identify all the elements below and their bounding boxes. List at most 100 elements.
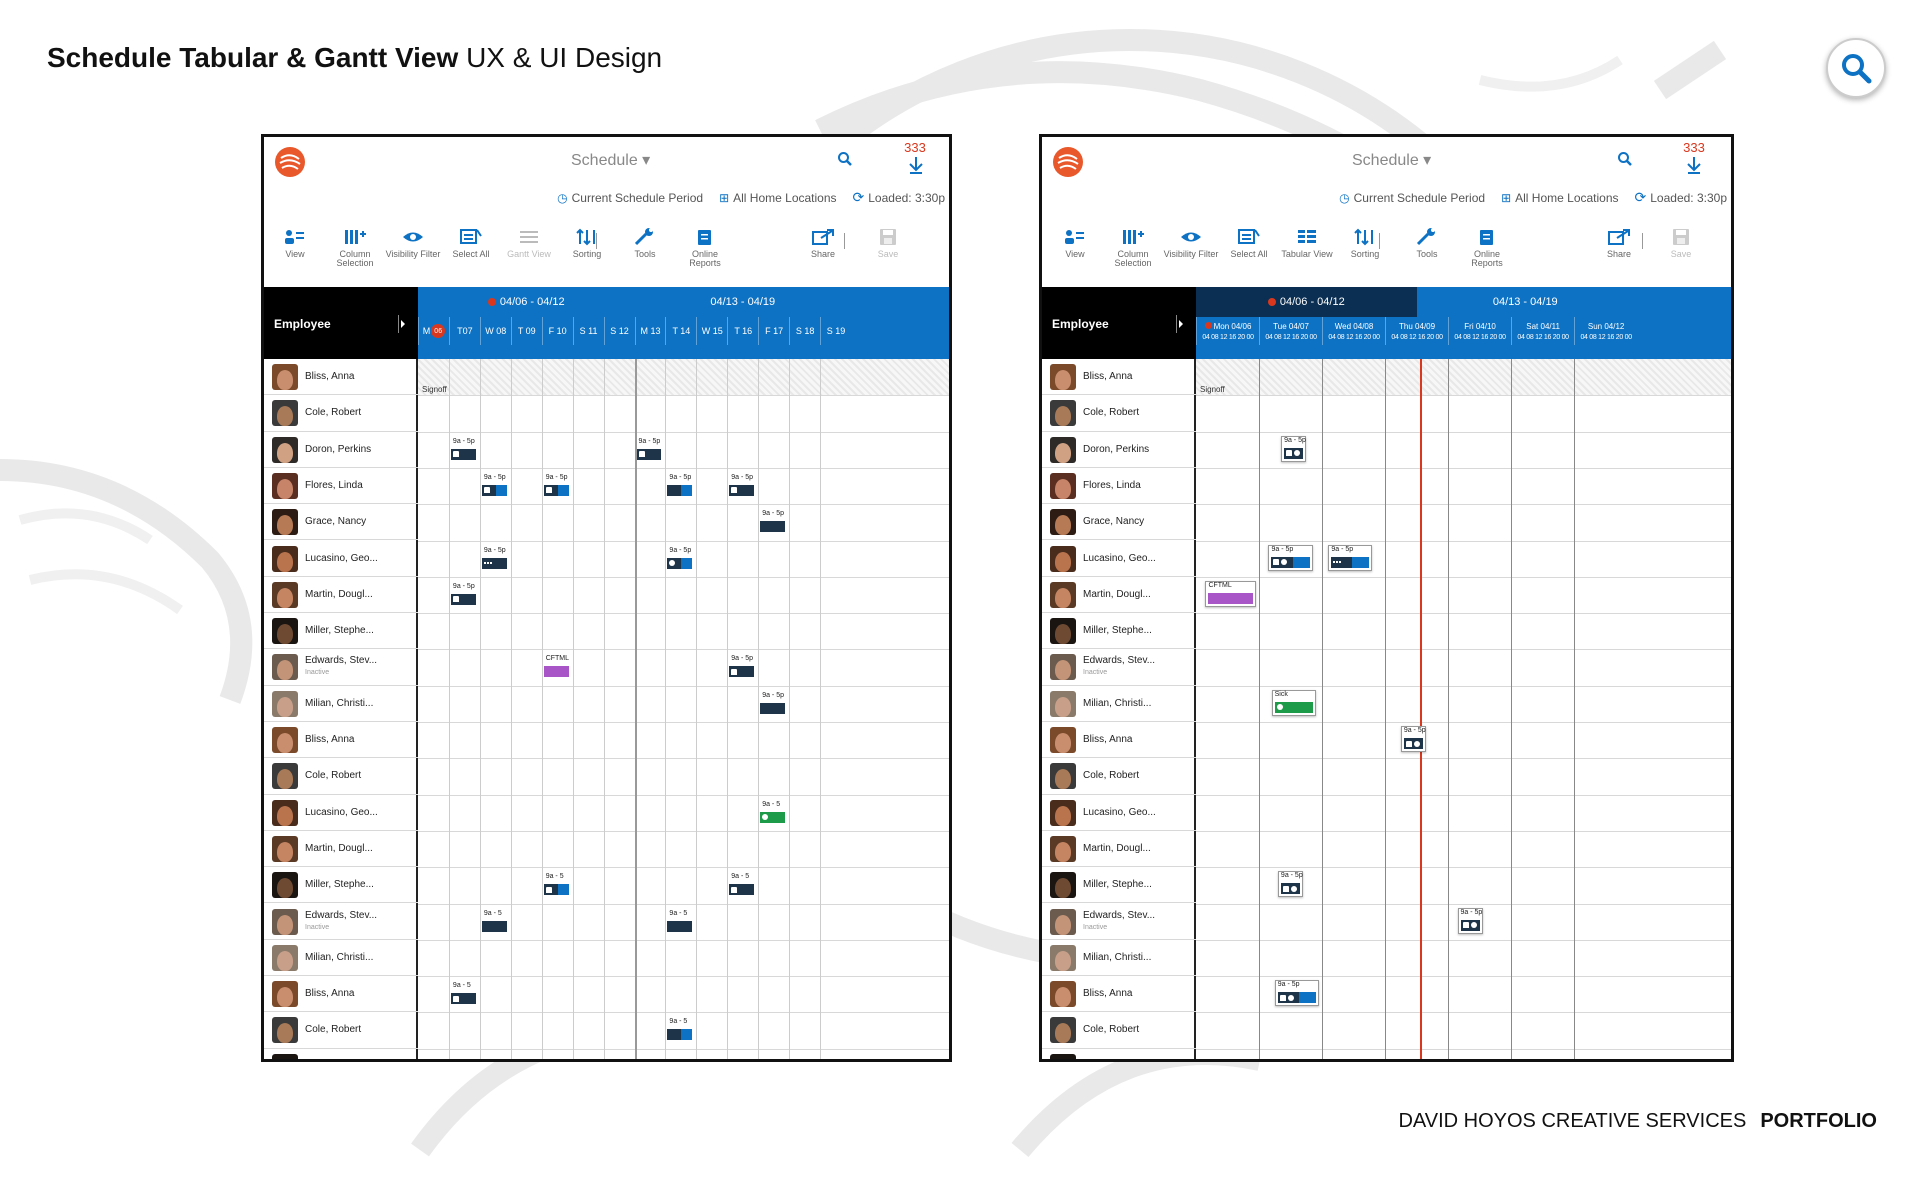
app-title[interactable]: Schedule ▾ (1352, 150, 1431, 170)
shift-block[interactable]: 9a - 5p (729, 655, 755, 678)
day-header[interactable]: W 15 (696, 317, 727, 345)
toolbar-share-button[interactable]: Share (1590, 228, 1648, 259)
shift-block[interactable]: 9a - 5p (543, 474, 569, 496)
day-header[interactable]: Fri 04/10 04 08 12 16 20 00 (1448, 317, 1511, 345)
employee-row[interactable]: Doron, Perkins (264, 432, 418, 468)
employee-row[interactable]: Flores, Linda (264, 468, 418, 505)
expand-column-icon[interactable] (1176, 315, 1183, 333)
day-header[interactable]: S 19 (820, 317, 851, 345)
location-filter[interactable]: ⊞ All Home Locations (1501, 191, 1618, 205)
shift-block[interactable]: Sick (1271, 689, 1316, 716)
period-filter[interactable]: ◷ Current Schedule Period (1339, 191, 1485, 205)
shift-block[interactable]: CFTML (1205, 580, 1256, 607)
employee-row[interactable]: Miller, Stephe... (1042, 613, 1196, 650)
employee-row[interactable]: Bliss, Anna (264, 976, 418, 1013)
employee-row[interactable]: Miller, Stephe... (1042, 867, 1196, 904)
day-header[interactable]: T 09 (510, 317, 542, 345)
day-header[interactable]: Thu 04/09 04 08 12 16 20 00 (1385, 317, 1448, 345)
employee-row[interactable]: Cole, Robert (1042, 758, 1196, 795)
employee-row[interactable]: Bliss, Anna (264, 359, 418, 396)
download-icon[interactable] (907, 155, 925, 175)
day-header[interactable]: Wed 04/08 04 08 12 16 20 00 (1322, 317, 1385, 345)
employee-row[interactable]: Doron, Perkins (1042, 432, 1196, 468)
toolbar-share-button[interactable]: Share (794, 228, 852, 259)
employee-row[interactable]: Milian, Christi... (1042, 686, 1196, 722)
download-icon[interactable] (1685, 155, 1703, 175)
employee-row[interactable]: Flores, Linda (1042, 468, 1196, 505)
toolbar-visibility-filter-button[interactable]: Visibility Filter (1162, 228, 1220, 259)
shift-block[interactable]: 9a - 5p (636, 438, 662, 460)
employee-row[interactable]: Miller, Steph... (264, 1049, 418, 1059)
employee-row[interactable]: Bliss, Anna (1042, 976, 1196, 1013)
day-header[interactable]: F 10 (541, 317, 573, 345)
app-title[interactable]: Schedule ▾ (571, 150, 650, 170)
shift-block[interactable]: 9a - 5 (729, 873, 755, 896)
employee-row[interactable]: Edwards, Stev... Inactive (264, 649, 418, 686)
employee-row[interactable]: Bliss, Anna (1042, 722, 1196, 759)
refresh-button[interactable]: ⟳ Loaded: 3:30p (853, 189, 945, 206)
employee-row[interactable]: Grace, Nancy (264, 504, 418, 541)
shift-block[interactable]: 9a - 5p (1457, 907, 1483, 934)
period-filter[interactable]: ◷ Current Schedule Period (557, 191, 703, 205)
shift-block[interactable]: 9a - 5p (1277, 871, 1304, 898)
day-header[interactable]: T07 (448, 317, 480, 345)
shift-block[interactable]: 9a - 5p (667, 547, 693, 569)
employee-column-header[interactable]: Employee (264, 287, 418, 359)
toolbar-select-all-button[interactable]: Select All (442, 228, 500, 259)
day-header[interactable]: Mon 04/06 04 08 12 16 20 00 (1196, 317, 1259, 345)
employee-row[interactable]: Edwards, Stev... Inactive (1042, 904, 1196, 940)
toolbar-online-reports-button[interactable]: Online Reports (676, 228, 734, 268)
shift-block[interactable]: 9a - 5p (481, 547, 507, 569)
shift-block[interactable]: 9a - 5 (543, 873, 569, 896)
day-header[interactable]: W 08 (479, 317, 511, 345)
shift-block[interactable]: 9a - 5p (1400, 726, 1427, 752)
employee-row[interactable]: Martin, Dougl... (264, 831, 418, 868)
expand-column-icon[interactable] (398, 315, 405, 333)
day-header[interactable]: T 16 (727, 317, 758, 345)
employee-row[interactable]: Edwards, Stev... Inactive (1042, 649, 1196, 686)
employee-column-header[interactable]: Employee (1042, 287, 1196, 359)
shift-block[interactable]: 9a - 5p (1268, 544, 1313, 571)
shift-block[interactable]: 9a - 5p (1281, 435, 1307, 462)
refresh-button[interactable]: ⟳ Loaded: 3:30p (1635, 189, 1727, 206)
employee-row[interactable]: Miller, Stephe... (264, 613, 418, 650)
employee-row[interactable]: Milian, Christi... (1042, 940, 1196, 977)
shift-block[interactable]: 9a - 5p (1328, 544, 1373, 571)
shift-block[interactable]: 9a - 5p (1274, 980, 1319, 1007)
toolbar-sorting-button[interactable]: Sorting (558, 228, 616, 259)
employee-row[interactable]: Cole, Robert (264, 395, 418, 432)
employee-row[interactable]: Bliss, Anna (1042, 359, 1196, 396)
employee-row[interactable]: Lucasino, Geo... (1042, 795, 1196, 831)
employee-row[interactable]: Milian, Christi... (264, 686, 418, 722)
shift-block[interactable]: 9a - 5 (667, 1018, 693, 1041)
toolbar-column-selection-button[interactable]: Column Selection (326, 228, 384, 268)
toolbar-view-button[interactable]: View (266, 228, 324, 259)
shift-block[interactable]: 9a - 5p (729, 474, 755, 496)
employee-row[interactable]: Grace, Nancy (1042, 504, 1196, 541)
toolbar-tabular-view-button[interactable]: Tabular View (1278, 228, 1336, 259)
shift-block[interactable]: 9a - 5 (450, 982, 476, 1005)
shift-block[interactable]: 9a - 5 (481, 910, 507, 932)
location-filter[interactable]: ⊞ All Home Locations (719, 191, 836, 205)
employee-row[interactable]: Miller, Stephe... (264, 867, 418, 904)
toolbar-sorting-button[interactable]: Sorting (1336, 228, 1394, 259)
toolbar-view-button[interactable]: View (1046, 228, 1104, 259)
employee-row[interactable]: Lucasino, Geo... (264, 541, 418, 577)
employee-row[interactable]: Cole, Robert (264, 758, 418, 795)
employee-row[interactable]: Lucasino, Geo... (264, 795, 418, 831)
shift-block[interactable]: 9a - 5p (667, 474, 693, 496)
day-header[interactable]: S 11 (572, 317, 604, 345)
shift-block[interactable]: 9a - 5p (450, 438, 476, 460)
toolbar-online-reports-button[interactable]: Online Reports (1458, 228, 1516, 268)
employee-row[interactable]: Martin, Dougl... (264, 577, 418, 614)
shift-block[interactable]: 9a - 5p (760, 692, 786, 714)
day-header[interactable]: Sat 04/11 04 08 12 16 20 00 (1511, 317, 1574, 345)
day-header[interactable]: T 14 (665, 317, 696, 345)
employee-row[interactable]: Milian, Christi... (264, 940, 418, 977)
shift-block[interactable]: 9a - 5p (450, 583, 476, 605)
day-header[interactable]: M 06 (418, 317, 449, 345)
toolbar-visibility-filter-button[interactable]: Visibility Filter (384, 228, 442, 259)
employee-row[interactable]: Lucasino, Geo... (1042, 541, 1196, 577)
search-icon[interactable] (1617, 151, 1633, 167)
shift-block[interactable]: CFTML (543, 655, 569, 678)
